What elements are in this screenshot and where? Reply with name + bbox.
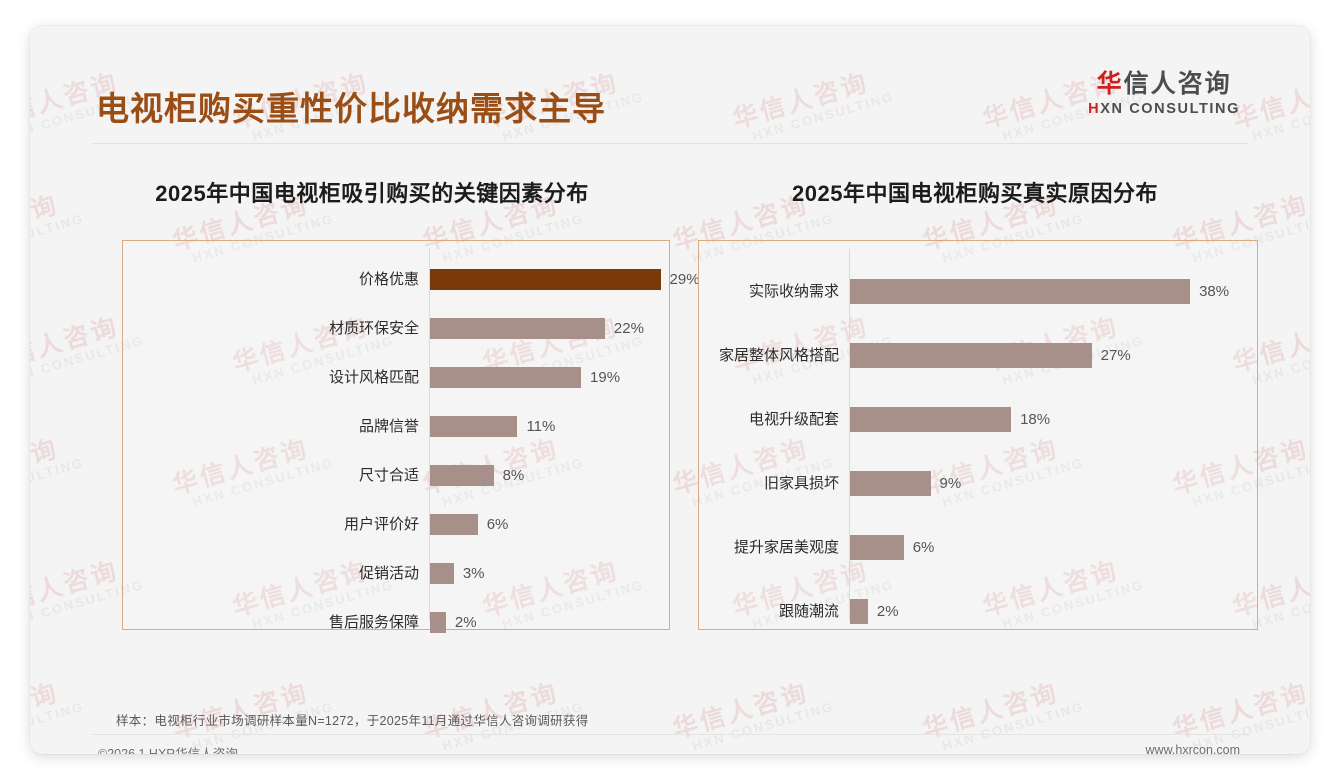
bar-value-label: 22% xyxy=(613,319,644,337)
logo-en-text: HXN CONSULTING xyxy=(1088,101,1240,117)
bar-value-label: 2% xyxy=(876,602,899,620)
logo-cn-rest: 信人咨询 xyxy=(1123,70,1232,98)
chart-panel-right: 实际收纳需求 38% 家居整体风格搭配 27% 电视升级配套 18% 旧家具损坏 9% 提升家居… xyxy=(698,240,1258,630)
bar-value-label: 27% xyxy=(1100,346,1131,364)
company-logo: 华信人咨询 HXN CONSULTING xyxy=(1088,70,1240,117)
bar xyxy=(850,535,904,560)
bar xyxy=(430,367,582,388)
bar-category-label: 尺寸合适 xyxy=(358,466,419,484)
bar-value-label: 3% xyxy=(462,564,485,582)
bar-category-label: 用户评价好 xyxy=(343,515,419,533)
chart-panel-left: 价格优惠 29% 材质环保安全 22% 设计风格匹配 19% 品牌信誉 11% 尺寸合适 8% 用户… xyxy=(122,240,700,633)
bar xyxy=(850,599,868,624)
page-title: 电视柜购买重性价比收纳需求主导 xyxy=(96,90,606,127)
bar-category-label: 售后服务保障 xyxy=(328,613,419,631)
slide-header: 电视柜购买重性价比收纳需求主导 华信人咨询 HXN CONSULTING xyxy=(30,26,1310,148)
bar-category-label: 实际收纳需求 xyxy=(748,282,839,300)
bar xyxy=(850,407,1012,432)
bar xyxy=(430,612,446,633)
bar-value-label: 6% xyxy=(486,515,509,533)
bar-category-label: 电视升级配套 xyxy=(748,410,839,428)
bar xyxy=(430,563,454,584)
bar xyxy=(430,269,661,290)
y-axis-line xyxy=(849,249,850,621)
plot-area-right: 实际收纳需求 38% 家居整体风格搭配 27% 电视升级配套 18% 旧家具损坏 9% 提升家居… xyxy=(699,241,1257,629)
bar-category-label: 设计风格匹配 xyxy=(328,368,419,386)
sample-note: 样本：电视柜行业市场调研样本量N=1272，于2025年11月通过华信人咨询调研… xyxy=(116,714,589,728)
chart-title-right: 2025年中国电视柜购买真实原因分布 xyxy=(792,181,1158,206)
y-axis-line xyxy=(429,249,430,621)
bar-value-label: 38% xyxy=(1199,282,1230,300)
chart-title-left: 2025年中国电视柜吸引购买的关键因素分布 xyxy=(155,181,589,206)
bar xyxy=(430,514,478,535)
bar xyxy=(430,465,494,486)
footer-divider xyxy=(92,734,1248,735)
logo-cn-text: 华信人咨询 xyxy=(1088,70,1240,99)
bar-category-label: 材质环保安全 xyxy=(328,319,419,337)
logo-cn-first-char: 华 xyxy=(1096,70,1124,98)
logo-en-rest: XN CONSULTING xyxy=(1100,100,1240,117)
bar-value-label: 2% xyxy=(454,613,477,631)
copyright-text: ©2026.1 HXR华信人咨询 xyxy=(98,747,238,754)
bar xyxy=(850,343,1092,368)
bar-category-label: 品牌信誉 xyxy=(358,417,419,435)
slide: 华信人咨询 HXN CONSULTING 华信人咨询 HXN CONSULTING 华信… xyxy=(30,26,1310,754)
chart-left: 2025年中国电视柜吸引购买的关键因素分布价格优惠 29% 材质环保安全 22% 设计风… xyxy=(62,176,700,633)
bar-value-label: 8% xyxy=(502,466,525,484)
logo-en-first-char: H xyxy=(1088,100,1101,117)
slide-footer: ©2026.1 HXR华信人咨询 www.hxrcon.com xyxy=(30,735,1310,754)
bar xyxy=(850,279,1191,304)
bar-category-label: 提升家居美观度 xyxy=(733,538,839,556)
bar-value-label: 11% xyxy=(526,417,556,435)
bar-value-label: 29% xyxy=(669,270,700,288)
bar xyxy=(430,318,605,339)
bar-category-label: 促销活动 xyxy=(358,564,419,582)
bar-category-label: 家居整体风格搭配 xyxy=(718,346,839,364)
bar-category-label: 跟随潮流 xyxy=(778,602,839,620)
bar xyxy=(850,471,931,496)
plot-area-left: 价格优惠 29% 材质环保安全 22% 设计风格匹配 19% 品牌信誉 11% 尺寸合适 8% 用户… xyxy=(123,241,700,633)
bar-value-label: 6% xyxy=(912,538,935,556)
bar xyxy=(430,416,518,437)
bar-value-label: 19% xyxy=(590,368,621,386)
bar-category-label: 旧家具损坏 xyxy=(763,474,839,492)
bar-value-label: 9% xyxy=(939,474,962,492)
title-divider xyxy=(92,143,1248,144)
website-text: www.hxrcon.com xyxy=(1145,743,1240,754)
chart-right: 2025年中国电视柜购买真实原因分布实际收纳需求 38% 家居整体风格搭配 27% 电视… xyxy=(670,176,1280,630)
bar-category-label: 价格优惠 xyxy=(358,270,419,288)
charts-container: 2025年中国电视柜吸引购买的关键因素分布价格优惠 29% 材质环保安全 22% 设计风… xyxy=(30,26,1310,754)
bar-value-label: 18% xyxy=(1020,410,1051,428)
